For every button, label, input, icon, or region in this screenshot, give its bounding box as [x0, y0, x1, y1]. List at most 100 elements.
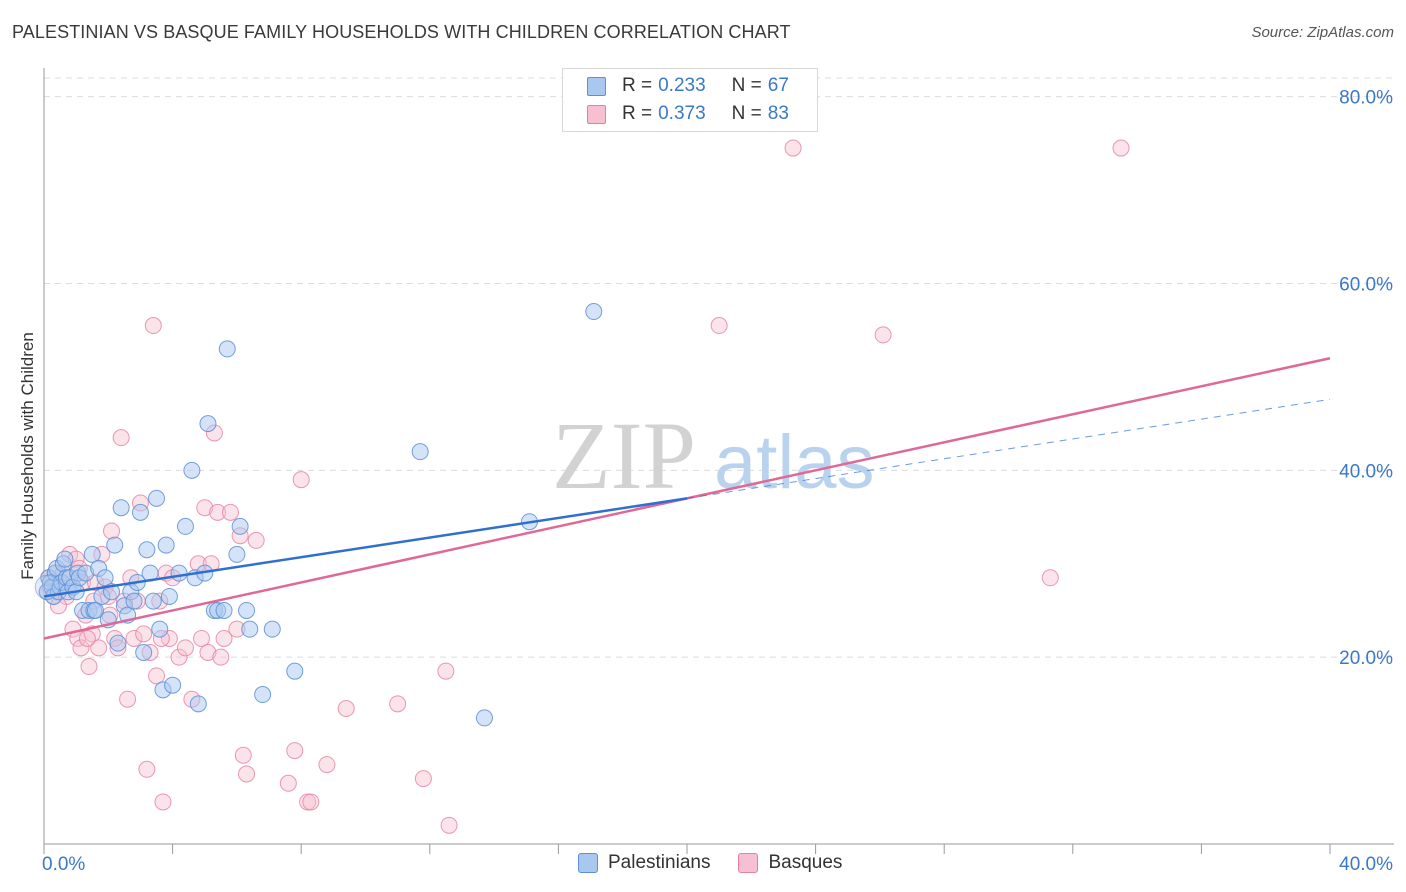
- basques-point: [125, 629, 143, 647]
- basques-point: [247, 531, 265, 549]
- basques-point: [215, 629, 233, 647]
- palestinians-points: [34, 303, 603, 727]
- legend-row-basques: R = 0.373 N = 83: [587, 101, 789, 127]
- trend-lines: [43, 357, 1331, 640]
- palestinians-point: [112, 499, 130, 517]
- palestinians-trend-extension: [686, 398, 1331, 499]
- palestinians-point: [144, 592, 162, 610]
- basques-point: [710, 317, 728, 335]
- palestinians-point: [218, 340, 236, 358]
- watermark-zip: ZIP: [552, 402, 696, 509]
- basques-point: [784, 139, 802, 157]
- palestinians-point: [241, 620, 259, 638]
- legend-item-palestinians[interactable]: Palestinians: [578, 852, 710, 874]
- r-value: 0.233: [658, 75, 706, 96]
- palestinians-point: [183, 461, 201, 479]
- r-label: R =: [622, 103, 653, 124]
- palestinians-point: [157, 536, 175, 554]
- y-tick-label: 80.0%: [1339, 88, 1393, 109]
- basques-point: [154, 793, 172, 811]
- palestinians-point: [106, 536, 124, 554]
- palestinians-point: [151, 620, 169, 638]
- n-value: 83: [767, 103, 789, 124]
- basques-point: [414, 770, 432, 788]
- basques-point: [286, 742, 304, 760]
- basques-point: [292, 471, 310, 489]
- y-tick-label: 40.0%: [1339, 461, 1393, 482]
- basques-point: [90, 639, 108, 657]
- basques-point: [112, 429, 130, 447]
- basques-point: [238, 765, 256, 783]
- palestinians-point: [148, 489, 166, 507]
- basques-point: [138, 760, 156, 778]
- palestinians-point: [238, 601, 256, 619]
- r-label: R =: [622, 75, 653, 96]
- legend-item-basques[interactable]: Basques: [738, 852, 842, 874]
- palestinians-point: [109, 634, 127, 652]
- basques-point: [80, 658, 98, 676]
- basques-point: [437, 662, 455, 680]
- basques-point: [874, 326, 892, 344]
- basques-point: [176, 639, 194, 657]
- palestinians-point: [286, 662, 304, 680]
- chart-title: PALESTINIAN VS BASQUE FAMILY HOUSEHOLDS …: [12, 22, 791, 42]
- palestinians-point: [228, 545, 246, 563]
- palestinians-point: [263, 620, 281, 638]
- legend-label-basques: Basques: [768, 852, 843, 873]
- palestinians-point: [475, 709, 493, 727]
- palestinians-point: [138, 541, 156, 559]
- basques-point: [302, 793, 320, 811]
- n-value: 67: [767, 75, 789, 96]
- basques-point: [389, 695, 407, 713]
- basques-point: [1041, 569, 1059, 587]
- basques-point: [144, 317, 162, 335]
- palestinians-swatch: [578, 853, 598, 873]
- palestinians-point: [585, 303, 603, 321]
- basques-point: [318, 756, 336, 774]
- palestinians-point: [135, 644, 153, 661]
- palestinians-point: [231, 517, 249, 535]
- basques-point: [196, 499, 214, 517]
- palestinians-point: [83, 545, 101, 563]
- y-axis-label: Family Households with Children: [18, 332, 37, 580]
- legend-row-palestinians: R = 0.233 N = 67: [587, 73, 789, 99]
- n-label: N =: [731, 103, 762, 124]
- n-label: N =: [731, 75, 762, 96]
- palestinians-point: [411, 443, 429, 461]
- palestinians-point: [170, 564, 188, 582]
- palestinians-point: [56, 550, 74, 568]
- legend-label-palestinians: Palestinians: [608, 852, 711, 873]
- basques-swatch: [738, 853, 759, 873]
- source-credit: Source: ZipAtlas.com: [1251, 24, 1394, 41]
- basques-point: [234, 746, 252, 764]
- basques-point: [170, 648, 188, 666]
- palestinians-point: [86, 601, 104, 619]
- basques-point: [193, 629, 211, 647]
- basques-swatch: [587, 104, 606, 124]
- palestinians-point: [160, 587, 178, 605]
- palestinians-point: [125, 592, 143, 610]
- basques-point: [209, 503, 227, 521]
- basques-point: [221, 503, 239, 521]
- basques-point: [135, 625, 153, 643]
- series-legend: Palestinians Basques: [578, 852, 870, 874]
- y-tick-label: 60.0%: [1339, 275, 1393, 296]
- basques-point: [119, 690, 137, 708]
- palestinians-swatch: [587, 76, 606, 96]
- palestinians-point: [199, 415, 217, 433]
- basques-point: [78, 629, 96, 647]
- palestinians-point: [254, 686, 272, 704]
- palestinians-point: [176, 517, 194, 535]
- basques-point: [72, 639, 90, 657]
- palestinians-point: [96, 569, 114, 587]
- palestinians-point: [34, 574, 60, 600]
- basques-point: [199, 644, 217, 661]
- r-value: 0.373: [658, 103, 706, 124]
- palestinians-point: [215, 601, 233, 619]
- grid-lines: [44, 77, 1394, 658]
- palestinians-point: [189, 695, 207, 713]
- basques-point: [440, 816, 458, 834]
- basques-point: [1112, 139, 1130, 157]
- palestinians-point: [131, 503, 149, 521]
